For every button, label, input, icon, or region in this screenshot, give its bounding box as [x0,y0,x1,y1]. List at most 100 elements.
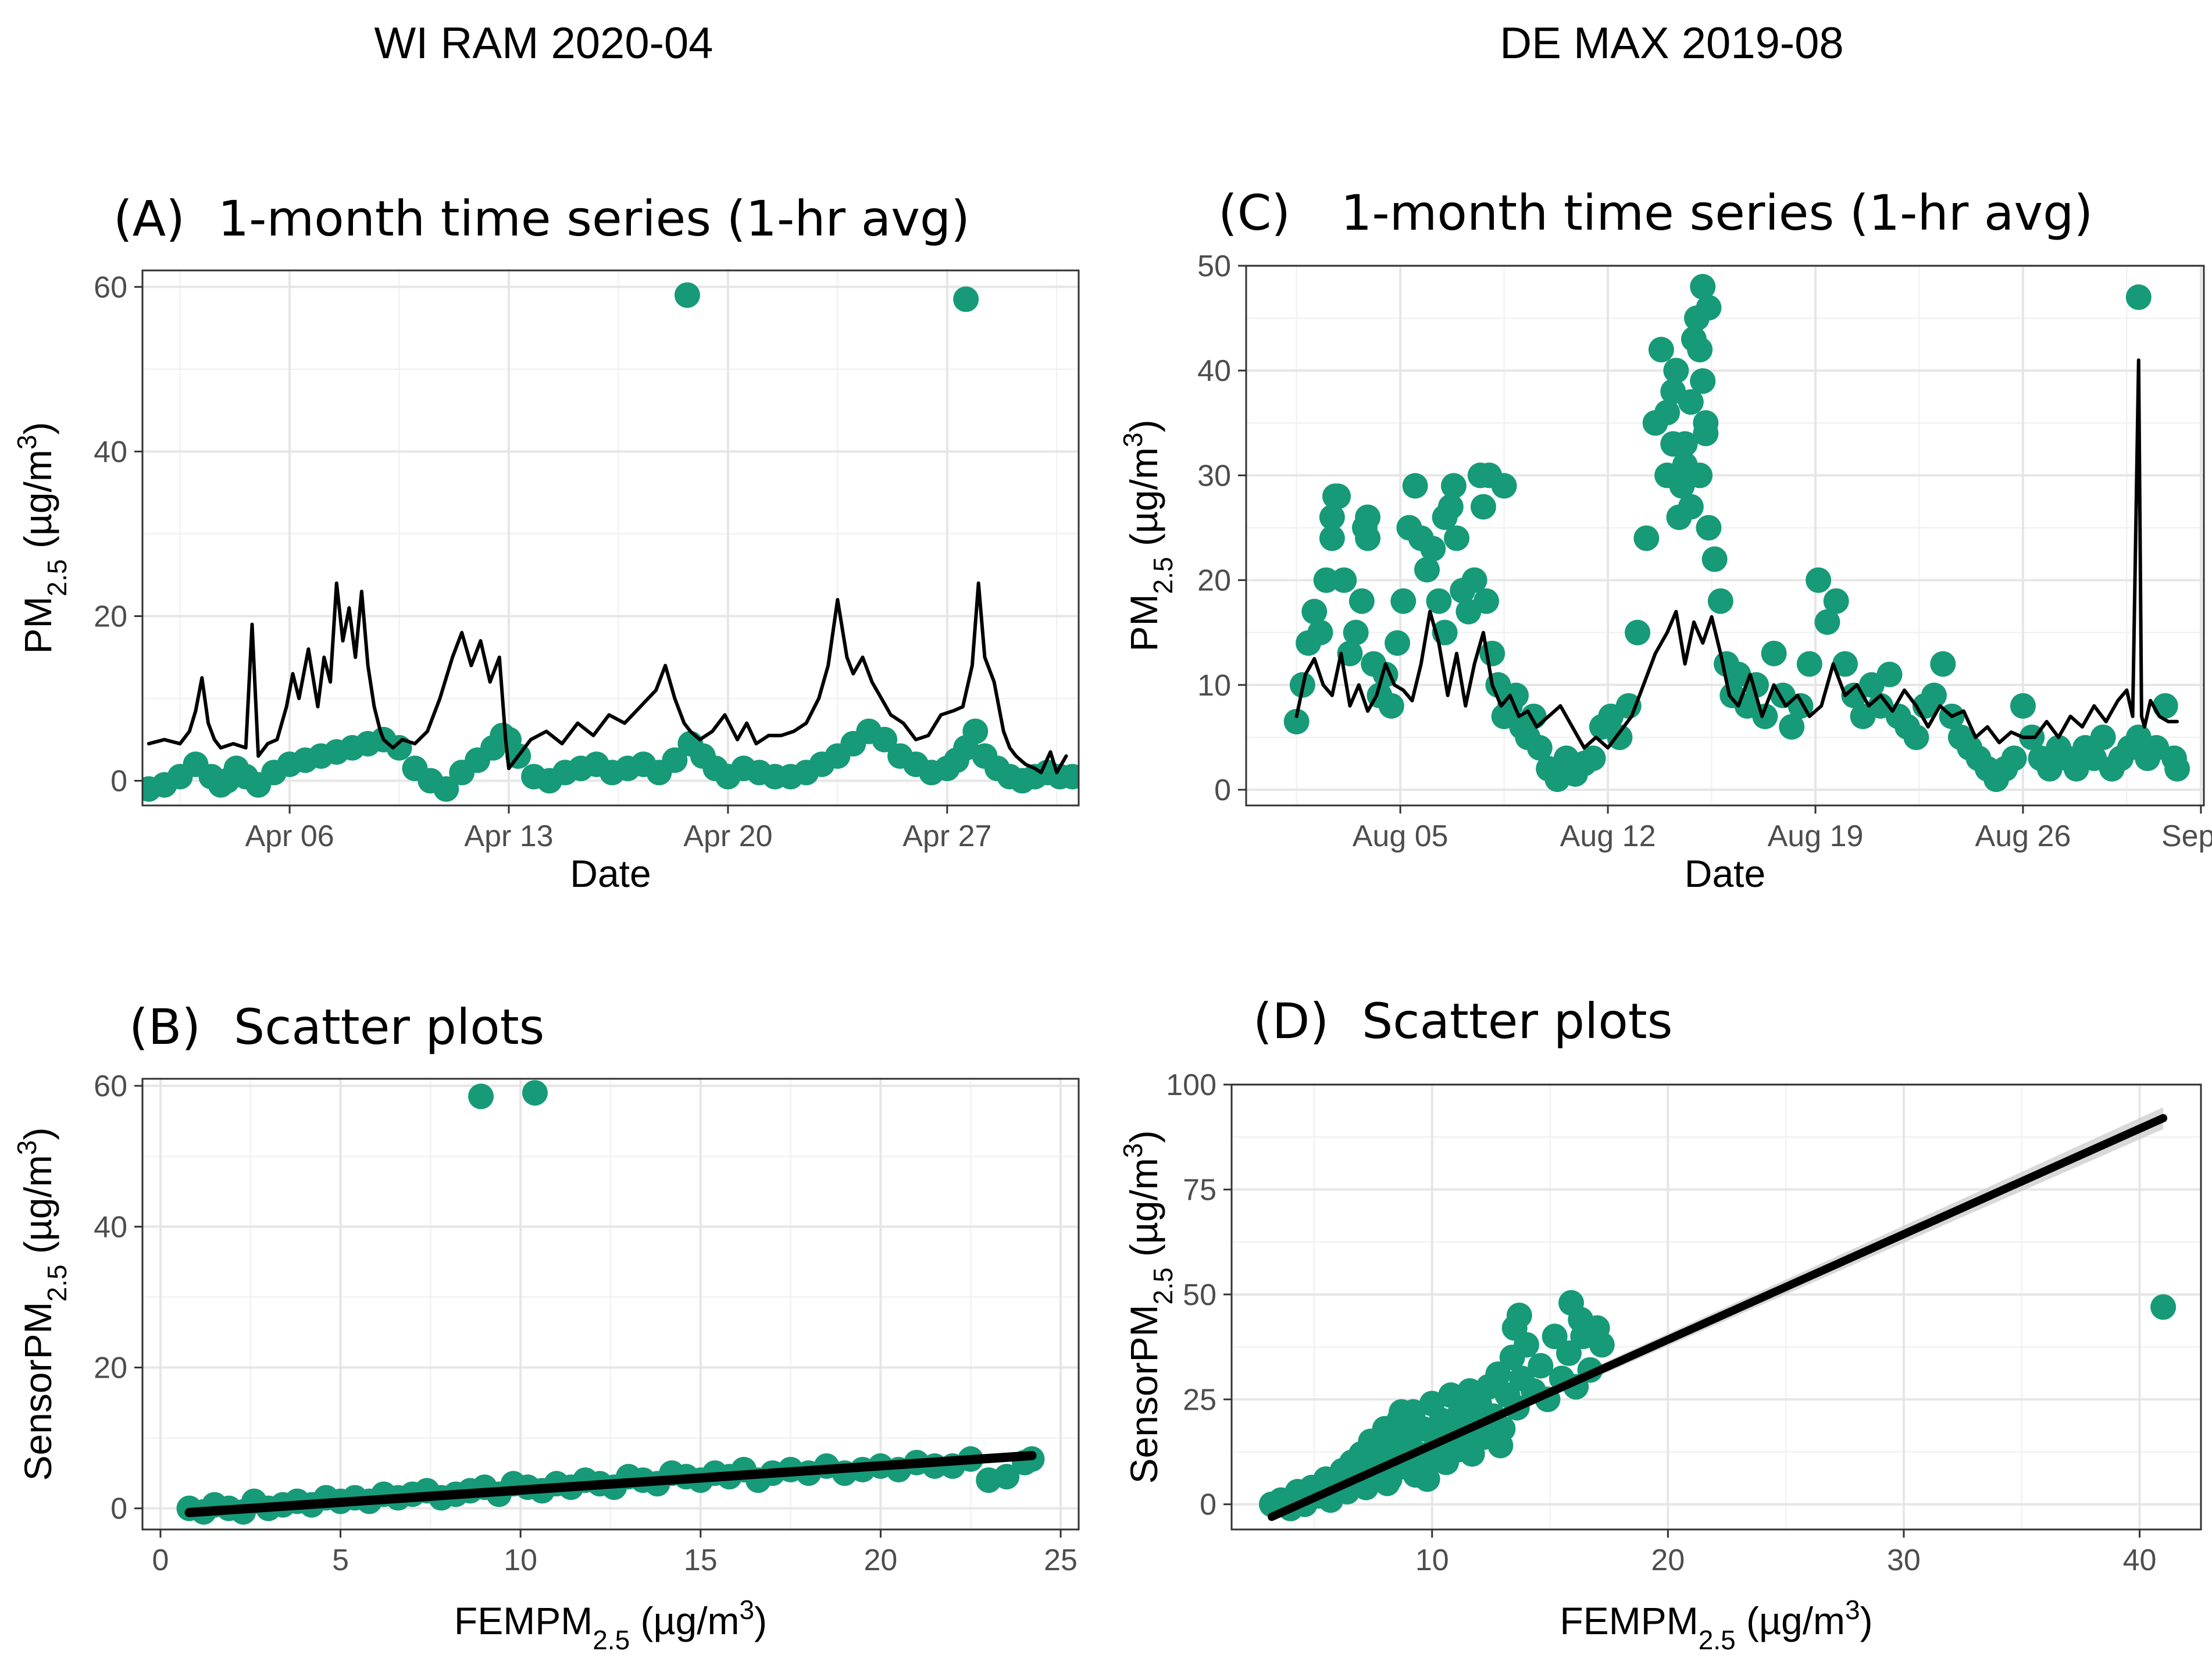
panel-b-y-axis-title-superscript: 3 [12,1140,42,1155]
panel-c-y-axis-title-main: PM [1122,594,1165,651]
panel-a-x-axis-title: Date [570,852,651,895]
panel-c-y-tick-label: 30 [1197,459,1231,493]
panel-a-reference-line [147,581,1068,775]
column-title-de-max: DE MAX 2019-08 [1500,19,1843,68]
panel-d-border [1230,1083,2202,1531]
panel-c-data-point [1580,745,1606,771]
panel-c-data-point [1660,431,1686,457]
panel-c-data-point [1607,724,1633,750]
panel-b-y-tick-label: 20 [94,1351,127,1385]
panel-b-data-point [468,1083,494,1110]
panel-a-title-text: 1-month time series (1-hr avg) [218,190,970,247]
panel-c-data-point [1331,567,1357,593]
panel-b-x-tick-label: 10 [504,1543,537,1577]
panel-c-data-point [1426,588,1452,614]
panel-c-data-point [1687,337,1713,363]
panel-c-data-point [1693,410,1719,436]
panel-d-x-axis-title-subscript: 2.5 [1699,1625,1736,1655]
panel-a-label: (A) [113,190,185,247]
panel-d-y-axis-title-unit-close: ) [1122,1130,1165,1143]
panel-c-y-tick-label: 50 [1197,249,1231,283]
panel-b-y-axis-title-unit-close: ) [16,1127,59,1140]
panel-a-x-tick-label: Apr 20 [683,819,772,853]
panel-b-y-axis-title-main: SensorPM [16,1302,59,1481]
panel-c-data-point [1796,651,1822,677]
panel-b-label: (B) [129,999,201,1056]
panel-a-data-point [872,726,898,753]
panel-d-label: (D) [1253,993,1329,1050]
panel-c-data-point [1690,368,1716,394]
panel-c-data-point [1876,661,1903,687]
panel-b-y-tick-label: 60 [94,1069,127,1103]
panel-c-data-point [2001,745,2027,771]
panel-c-data-point [1678,494,1704,520]
column-title-wi-ram: WI RAM 2020-04 [374,19,713,68]
panel-d-y-axis-title-unit: (µg/m [1122,1158,1165,1267]
panel-b-data-point [522,1080,548,1106]
panel-b-title: (B) Scatter plots [129,999,544,1056]
panel-d-fit-line [1268,1114,2168,1521]
panel-c-x-tick-label: Aug 12 [1560,819,1656,853]
panel-a-y-axis-title-unit: (µg/m [16,450,59,559]
panel-b-data-point [994,1464,1020,1490]
panel-a-y-tick-label: 20 [94,600,127,633]
panel-c-data-point [1402,473,1428,499]
panel-d-x-axis-title-main: FEMPM [1560,1599,1698,1642]
panel-c-data-point [1625,619,1651,646]
panel-b-y-tick-label: 40 [94,1210,127,1244]
panel-c-x-tick-label: Sep 0 [2161,819,2212,853]
panel-c-data [1283,274,2190,792]
panel-b-x-axis-title: FEMPM2.5 (µg/m3) [454,1595,767,1655]
panel-d-x-tick-label: 30 [1887,1543,1921,1577]
panel-c-x-tick-label: Aug 05 [1353,819,1448,853]
panel-c-data-point [1348,588,1375,614]
panel-a-data-point [674,282,700,308]
panel-c-data-point [2164,755,2190,782]
panel-c-data-point [1503,682,1529,708]
panel-d-data-point [1417,1449,1443,1475]
panel-c-title-text: 1-month time series (1-hr avg) [1341,184,2093,241]
panel-c-border [1245,265,2205,807]
panel-a-y-axis-title-subscript: 2.5 [42,559,72,597]
panel-d-title: (D) Scatter plots [1253,993,1672,1050]
panel-c-data-point [1701,546,1728,572]
panel-c-data-point [1678,389,1704,415]
panel-c-time-series: (C) 1-month time series (1-hr avg) Aug 0… [1118,184,2212,895]
panel-d-y-axis-title-subscript: 2.5 [1148,1267,1178,1304]
panel-c-data-point [1761,640,1787,666]
panel-d-x-axis-title-unit-close: ) [1860,1599,1873,1642]
panel-b-gridlines [142,1079,1079,1529]
panel-c-y-axis-title-unit-close: ) [1122,420,1165,433]
panel-c-data-point [1814,609,1840,635]
panel-c-data-point [2152,693,2178,719]
panel-d-x-tick-label: 40 [2123,1543,2157,1577]
panel-a-y-tick-label: 60 [94,270,127,304]
panel-b-title-text: Scatter plots [234,999,545,1056]
panel-c-data-point [1687,462,1713,489]
panel-c-data-point [1696,295,1722,321]
panel-d-data-point [1506,1302,1532,1328]
panel-c-data-point [1432,504,1458,530]
panel-c-data-point [1696,515,1722,541]
panel-d-y-axis-title-main: SensorPM [1122,1304,1165,1484]
panel-c-data-point [1526,734,1553,761]
panel-c-data-point [2010,693,2036,719]
panel-b-x-tick-label: 5 [332,1543,349,1577]
panel-a-data-point [1059,764,1079,790]
panel-c-data-point [1779,714,1805,740]
panel-b-x-axis-title-subscript: 2.5 [593,1625,630,1655]
panel-d-x-axis-title-unit: (µg/m [1736,1599,1845,1642]
panel-c-data-point [1343,619,1369,646]
panel-c-data-point [1707,588,1733,614]
panel-d-x-tick-label: 10 [1415,1543,1449,1577]
panel-d-scatter: (D) Scatter plots 10 20 30 40 0 25 50 75 100 FEMP… [1118,993,2202,1655]
panel-c-y-axis-title-unit: (µg/m [1122,447,1165,557]
panel-c-data-point [1521,703,1547,729]
panel-d-data-point [2150,1294,2177,1320]
panel-c-data-point [1823,588,1849,614]
panel-c-data-point [1648,337,1674,363]
panel-c-data-point [1479,640,1505,666]
panel-c-data-point [2125,284,2152,311]
panel-c-data-point [1319,504,1345,530]
panel-c-y-tick-label: 20 [1197,564,1231,598]
